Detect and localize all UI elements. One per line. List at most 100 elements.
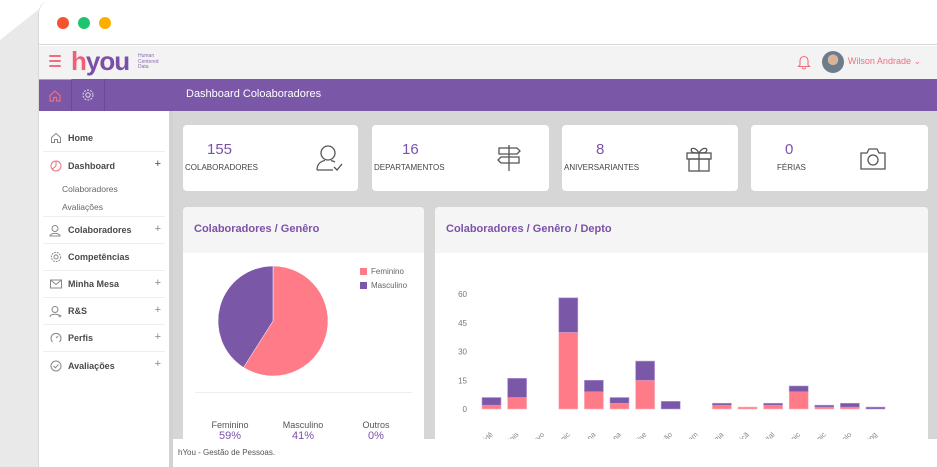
- expand-icon[interactable]: +: [154, 277, 161, 289]
- stat-card-ferias[interactable]: 0 FÉRIAS: [751, 125, 928, 191]
- sidebar-subitem-avaliacoes[interactable]: Avaliações: [43, 198, 165, 217]
- expand-icon[interactable]: +: [154, 358, 161, 370]
- bar-feminino[interactable]: [584, 391, 604, 410]
- home-icon: [49, 132, 62, 145]
- y-tick-label: 15: [458, 376, 467, 385]
- footer: hYou - Gestão de Pessoas.: [173, 439, 937, 467]
- legend-item-masculino[interactable]: Masculino: [360, 281, 407, 290]
- page-title: Dashboard Coloaboradores: [186, 88, 322, 100]
- hamburger-icon[interactable]: [49, 55, 61, 67]
- bar-feminino[interactable]: [788, 391, 809, 410]
- bar-masculino[interactable]: [865, 406, 886, 410]
- expand-icon[interactable]: +: [154, 331, 161, 343]
- legend-swatch: [360, 282, 367, 289]
- gift-icon: [686, 147, 712, 172]
- bar-masculino[interactable]: [609, 397, 630, 404]
- gear-icon: [82, 89, 94, 101]
- bar-masculino[interactable]: [788, 385, 809, 393]
- nav-home-button[interactable]: [39, 79, 72, 111]
- stat-card-colaboradores[interactable]: 155 COLABORADORES: [183, 125, 358, 191]
- logo-you: you: [85, 46, 130, 76]
- logo-tagline-line: Centered: [138, 58, 159, 65]
- bar-feminino[interactable]: [609, 402, 630, 410]
- gear-icon: [49, 251, 62, 264]
- bar-feminino[interactable]: [737, 406, 758, 410]
- clock-icon: [49, 159, 62, 172]
- bar-masculino[interactable]: [635, 360, 655, 381]
- legend-swatch: [360, 268, 367, 275]
- close-window-button[interactable]: [57, 17, 69, 29]
- nav-bar: Dashboard Coloaboradores: [39, 79, 937, 111]
- maximize-window-button[interactable]: [78, 17, 90, 29]
- logo[interactable]: hyou: [71, 46, 130, 76]
- bar-masculino[interactable]: [712, 402, 732, 406]
- bar-masculino[interactable]: [840, 402, 860, 408]
- bar-masculino[interactable]: [763, 402, 783, 406]
- bar-masculino[interactable]: [558, 297, 579, 333]
- stat-label: FÉRIAS: [777, 163, 806, 172]
- bar-feminino[interactable]: [481, 404, 502, 410]
- sidebar-item-colaboradores[interactable]: Colaboradores +: [43, 217, 165, 244]
- dept-bar-chart: 015304560sidêrinisnvounicionaionailiseaç…: [458, 290, 886, 447]
- logo-tagline: Human Centered Data: [138, 53, 159, 71]
- sidebar-item-perfis[interactable]: Perfis +: [43, 325, 165, 352]
- stat-label: Feminino: [211, 420, 249, 430]
- expand-icon[interactable]: +: [154, 223, 161, 235]
- stat-label: Outros: [362, 420, 390, 430]
- stat-value: 8: [596, 141, 605, 158]
- bar-masculino[interactable]: [584, 379, 604, 393]
- y-tick-label: 30: [458, 348, 467, 357]
- camera-icon: [860, 148, 886, 170]
- sidebar-item-label: Minha Mesa: [68, 279, 120, 289]
- bar-masculino[interactable]: [481, 397, 502, 406]
- bar-masculino[interactable]: [660, 401, 681, 410]
- users-icon: [49, 224, 62, 237]
- bar-feminino[interactable]: [507, 397, 527, 410]
- bar-feminino[interactable]: [558, 332, 579, 410]
- sidebar-item-home[interactable]: Home: [43, 125, 165, 152]
- footer-text: hYou - Gestão de Pessoas.: [178, 448, 276, 457]
- stat-card-aniversariantes[interactable]: 8 ANIVERSARIANTES: [562, 125, 738, 191]
- minimize-window-button[interactable]: [99, 17, 111, 29]
- top-bar: hyou Human Centered Data Wilson Andrade …: [39, 46, 937, 79]
- legend-item-feminino[interactable]: Feminino: [360, 267, 404, 276]
- bar-feminino[interactable]: [635, 379, 655, 410]
- user-check-icon: [316, 145, 343, 171]
- logo-tagline-line: Data: [138, 64, 149, 70]
- stat-label: DEPARTAMENTOS: [374, 163, 445, 172]
- pie-slice-feminino[interactable]: [243, 265, 329, 377]
- gender-panel: Colaboradores / Genêro Feminino Masculin…: [183, 207, 424, 447]
- sidebar-item-minha-mesa[interactable]: Minha Mesa +: [43, 271, 165, 298]
- panel-title: Colaboradores / Genêro / Depto: [435, 207, 928, 253]
- legend-label: Masculino: [371, 281, 408, 290]
- y-tick-label: 60: [458, 290, 467, 299]
- sidebar-item-competencias[interactable]: Competências: [43, 244, 165, 271]
- stat-value: 0: [785, 141, 794, 158]
- gender-pie-chart: [217, 265, 329, 377]
- expand-icon[interactable]: +: [154, 158, 161, 170]
- sidebar-subitem-colaboradores[interactable]: Colaboradores: [62, 183, 118, 194]
- stat-card-departamentos[interactable]: 16 DEPARTAMENTOS: [372, 125, 549, 191]
- legend-label: Feminino: [371, 267, 404, 276]
- bar-feminino[interactable]: [712, 404, 732, 410]
- panel-title: Colaboradores / Genêro: [183, 207, 424, 253]
- sidebar-item-label: Colaboradores: [68, 225, 132, 235]
- sidebar-item-avaliacoes[interactable]: Avaliações +: [43, 352, 165, 379]
- sidebar-item-label: Dashboard: [68, 160, 116, 171]
- user-avatar[interactable]: [822, 51, 844, 73]
- bar-masculino[interactable]: [507, 378, 527, 398]
- expand-icon[interactable]: +: [154, 304, 161, 316]
- stat-label: Masculino: [282, 420, 324, 430]
- pie-slice-masculino[interactable]: [217, 265, 274, 368]
- sidebar-item-rs[interactable]: R&S +: [43, 298, 165, 325]
- sidebar-item-label: Perfis: [68, 333, 94, 343]
- nav-settings-button[interactable]: [72, 79, 105, 111]
- bar-masculino[interactable]: [814, 404, 835, 408]
- sidebar-item-dashboard[interactable]: Dashboard +: [43, 152, 165, 179]
- sidebar-item-label: R&S: [68, 306, 88, 316]
- bell-icon[interactable]: [797, 54, 811, 70]
- bar-feminino[interactable]: [763, 404, 783, 410]
- sidebar-item-label: Avaliações: [68, 360, 115, 371]
- logo-tagline-line: Human: [138, 53, 155, 59]
- user-menu[interactable]: Wilson Andrade ⌄: [847, 56, 921, 66]
